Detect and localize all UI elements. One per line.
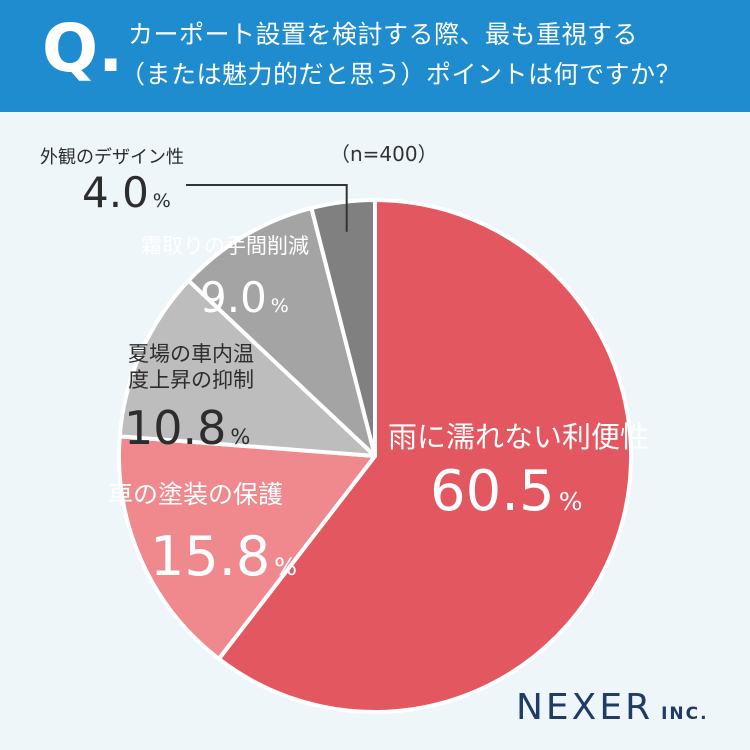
pie-slice-4	[186, 206, 377, 458]
slice-label-5: 外観のデザイン性	[40, 147, 184, 168]
question-text-line2: （または魅力的だと思う）ポイントは何ですか？	[120, 60, 682, 89]
slice-value-5: 4.0%	[82, 168, 171, 217]
slice-label-2: 車の塗装の保護	[108, 480, 283, 509]
sample-size-label: （n=400）	[330, 142, 438, 166]
question-text-line1: カーポート設置を検討する際、最も重視する	[128, 20, 639, 49]
brand-name: NEXER	[516, 687, 654, 728]
pie-slice-3	[117, 278, 377, 458]
slice-label-4: 霜取りの手間削減	[141, 234, 309, 258]
slice-label-3-line1: 夏場の車内温	[128, 342, 254, 366]
question-header: Q. カーポート設置を検討する際、最も重視する （または魅力的だと思う）ポイント…	[0, 0, 750, 112]
pie-slice-5	[309, 198, 377, 458]
pie-slice-2	[117, 434, 377, 661]
brand-suffix: INC.	[661, 704, 709, 724]
question-mark: Q.	[42, 10, 124, 87]
pie-slice-1	[216, 198, 633, 714]
slice-label-3-line2: 度上昇の抑制	[128, 368, 254, 392]
leader-line	[186, 184, 348, 232]
slice-label-1: 雨に濡れない利便性	[388, 420, 649, 454]
nexer-logo: NEXER INC.	[516, 690, 709, 726]
